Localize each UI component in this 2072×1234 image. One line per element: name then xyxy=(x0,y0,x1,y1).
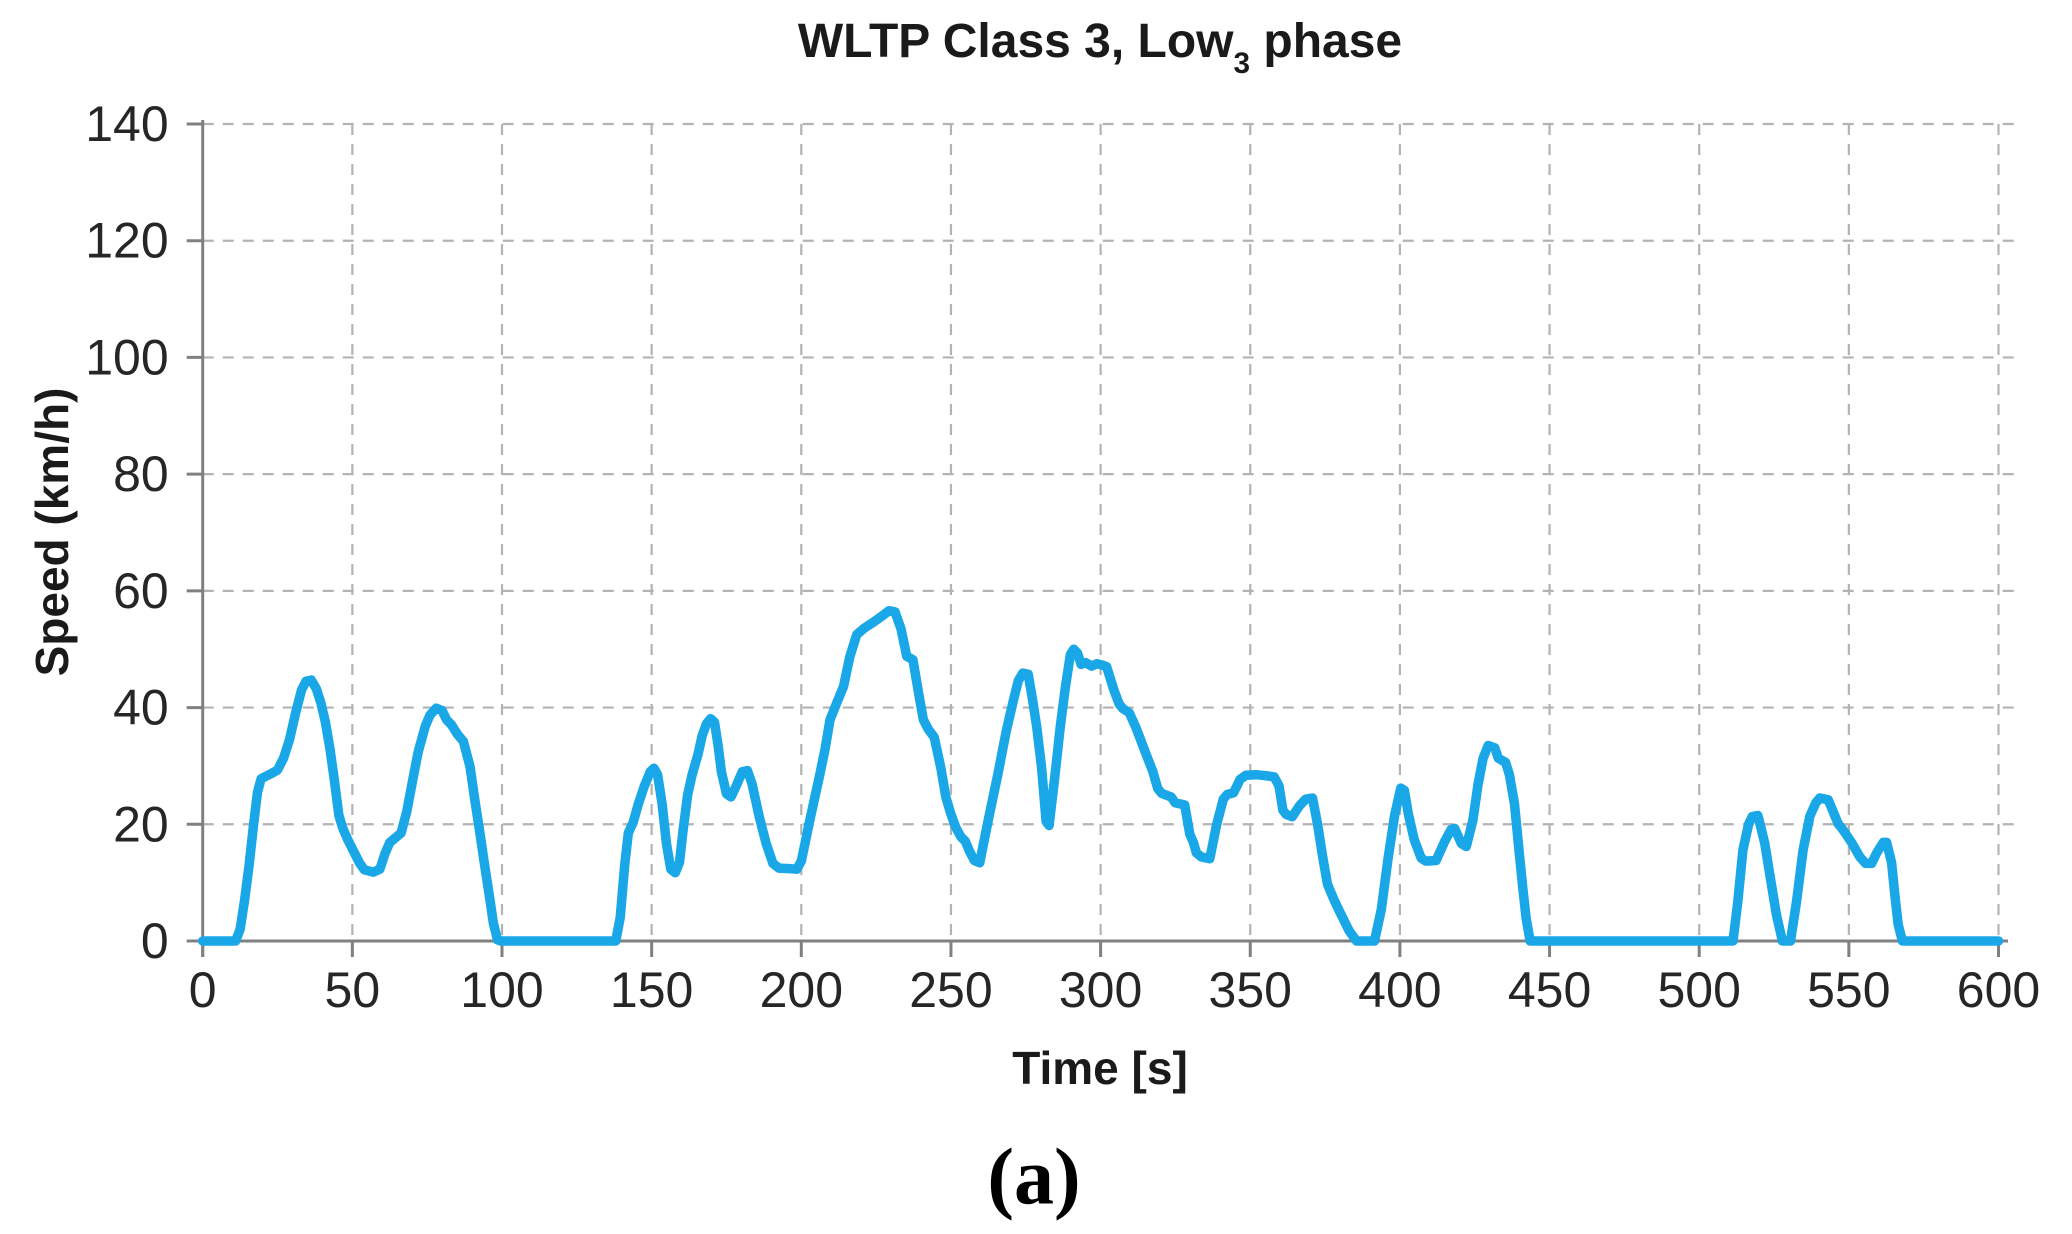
x-tick-label: 50 xyxy=(325,962,381,1018)
chart-title-main: WLTP Class 3, Low xyxy=(797,15,1234,68)
x-tick-label: 500 xyxy=(1657,962,1740,1018)
y-tick-label: 100 xyxy=(85,329,168,385)
speed-curve xyxy=(197,605,2004,946)
x-tick-label: 200 xyxy=(760,962,843,1018)
chart-title: WLTP Class 3, Low3 phase xyxy=(797,14,1403,78)
x-tick-label: 300 xyxy=(1059,962,1142,1018)
x-tick-label: 0 xyxy=(189,962,217,1018)
x-tick-label: 350 xyxy=(1209,962,1292,1018)
x-axis-title: Time [s] xyxy=(1012,1042,1188,1094)
y-tick-label: 140 xyxy=(85,96,168,152)
chart-title-subscript: 3 xyxy=(1233,46,1251,80)
y-tick-label: 80 xyxy=(113,446,169,502)
y-tick-label: 60 xyxy=(113,563,169,619)
x-tick-label: 150 xyxy=(610,962,693,1018)
figure-caption: (a) xyxy=(987,1133,1081,1222)
x-tick-label: 450 xyxy=(1508,962,1591,1018)
x-tick-label: 550 xyxy=(1807,962,1890,1018)
y-tick-label: 0 xyxy=(141,913,169,969)
x-tick-label: 400 xyxy=(1358,962,1441,1018)
y-tick-label: 120 xyxy=(85,213,168,269)
x-tick-label: 600 xyxy=(1957,962,2040,1018)
x-tick-label: 250 xyxy=(909,962,992,1018)
x-tick-label: 100 xyxy=(460,962,543,1018)
y-tick-label: 20 xyxy=(113,796,169,852)
chart-title-tail: phase xyxy=(1250,15,1403,68)
y-tick-label: 40 xyxy=(113,680,169,736)
